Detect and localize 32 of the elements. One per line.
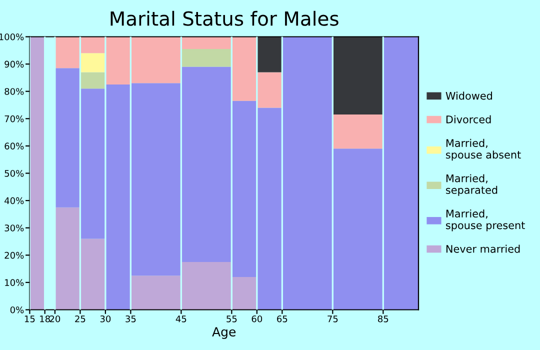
y-tick-label: 80% (4, 88, 24, 95)
x-tick-label: 35 (126, 315, 136, 322)
chart-title: Marital Status for Males (110, 10, 338, 26)
x-tick-label: 55 (226, 316, 237, 322)
legend-label: Married, spouse present (446, 209, 525, 232)
x-tick-label: 75 (328, 316, 338, 322)
y-tick-label: 0% (10, 306, 24, 314)
bar (256, 72, 282, 108)
x-tick-label: 60 (252, 315, 262, 322)
y-tick-label: 20% (4, 252, 24, 259)
x-tick-label: 15 (24, 316, 35, 322)
x-tick-label: 18 (40, 315, 50, 322)
legend-label: Married, separated (446, 174, 498, 196)
x-tick-label: 65 (277, 315, 288, 322)
x-axis-title: Age (212, 327, 236, 339)
legend-label: Divorced (446, 115, 491, 124)
legend-label: Never married (446, 244, 520, 253)
y-tick-label: 50% (4, 170, 24, 177)
x-tick-label: 30 (100, 315, 111, 322)
y-tick-label: 30% (4, 224, 24, 232)
y-tick-label: 70% (4, 115, 24, 122)
x-tick-label: 20 (50, 315, 60, 322)
x-tick-label: 25 (75, 315, 86, 322)
y-tick-label: 40% (4, 197, 24, 204)
x-tick-label: 85 (378, 315, 388, 322)
y-tick-label: 90% (4, 60, 24, 68)
legend-label: Married, spouse absent (446, 138, 521, 161)
x-tick-label: 45 (176, 316, 186, 322)
bar (80, 53, 106, 72)
y-tick-label: 60% (4, 142, 24, 150)
y-tick-label: 10% (5, 279, 24, 286)
legend-label: Widowed (446, 92, 492, 100)
